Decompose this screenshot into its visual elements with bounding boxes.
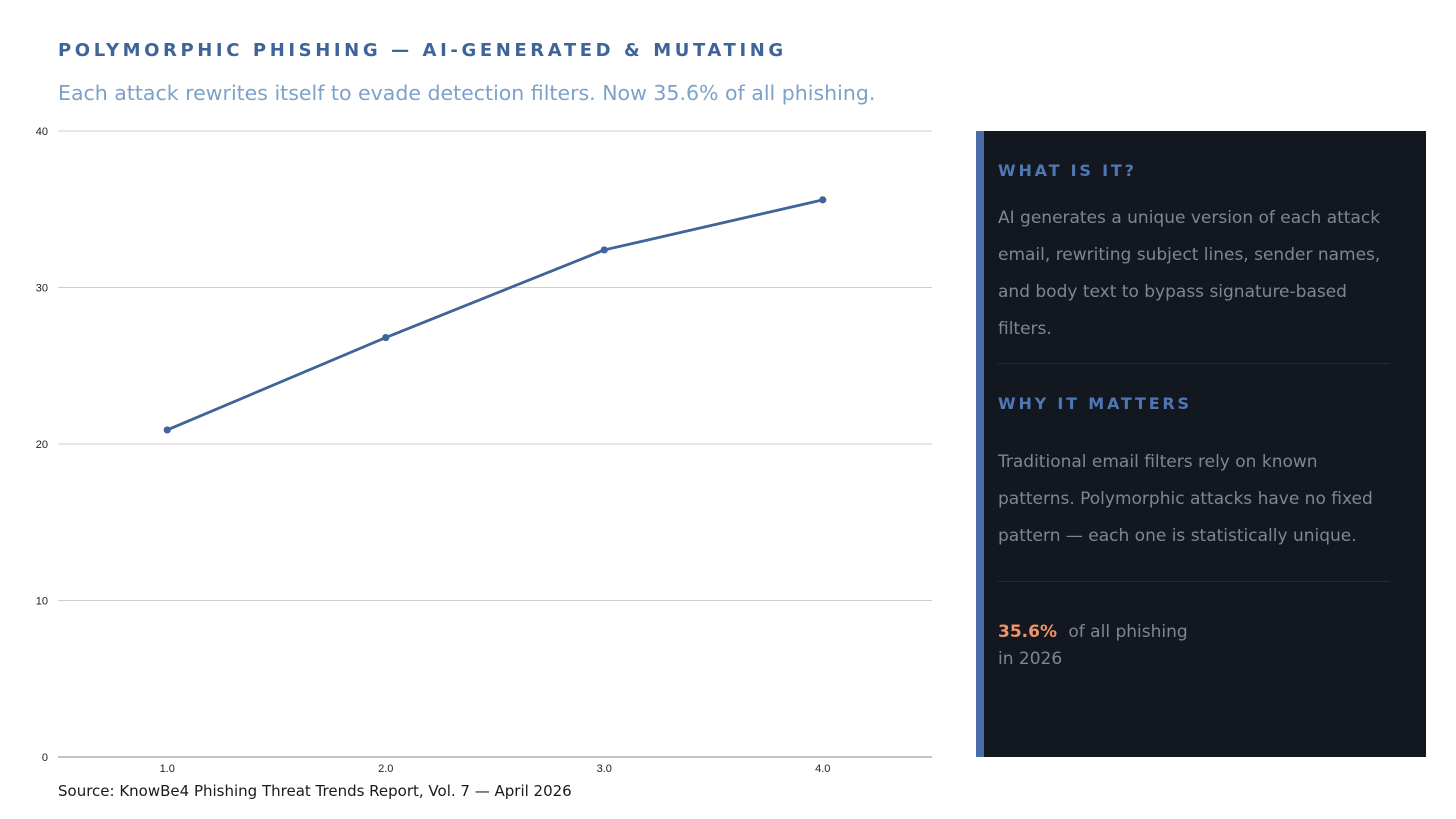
- data-point: [819, 196, 827, 204]
- panel-divider: [998, 363, 1390, 364]
- series-line: [165, 198, 825, 432]
- line-chart: 0 10 20 30 40 1.0 2.0 3.0 4.0: [36, 126, 932, 775]
- y-tick-label: 0: [42, 752, 48, 764]
- why-text: Traditional email filters rely on known …: [998, 452, 1373, 546]
- stat-year: in 2026: [998, 649, 1063, 669]
- why-heading: WHY IT MATTERS: [998, 394, 1192, 413]
- stat-text: of all phishing: [1068, 622, 1188, 642]
- what-text: AI generates a unique version of each at…: [998, 208, 1381, 339]
- data-point: [600, 246, 608, 254]
- x-tick-label: 2.0: [378, 763, 393, 775]
- x-tick-label: 4.0: [815, 763, 830, 775]
- x-tick-label: 3.0: [597, 763, 612, 775]
- chart-subtitle: Each attack rewrites itself to evade det…: [58, 81, 876, 105]
- chart-title: POLYMORPHIC PHISHING — AI-GENERATED & MU…: [58, 40, 787, 61]
- what-heading: WHAT IS IT?: [998, 161, 1137, 180]
- data-point: [163, 426, 171, 434]
- panel-accent-bar: [976, 131, 984, 757]
- y-tick-label: 20: [36, 439, 48, 451]
- y-tick-label: 30: [36, 283, 48, 295]
- data-point: [382, 333, 390, 342]
- source-note: Source: KnowBe4 Phishing Threat Trends R…: [58, 782, 572, 800]
- x-tick-label: 1.0: [160, 763, 175, 775]
- y-tick-label: 10: [36, 596, 48, 608]
- y-tick-label: 40: [36, 126, 48, 138]
- stat-value: 35.6%: [998, 622, 1057, 642]
- stat-block: 35.6% of all phishing in 2026: [998, 619, 1188, 673]
- panel-divider: [998, 581, 1390, 582]
- info-panel: WHAT IS IT? AI generates a unique versio…: [976, 131, 1426, 757]
